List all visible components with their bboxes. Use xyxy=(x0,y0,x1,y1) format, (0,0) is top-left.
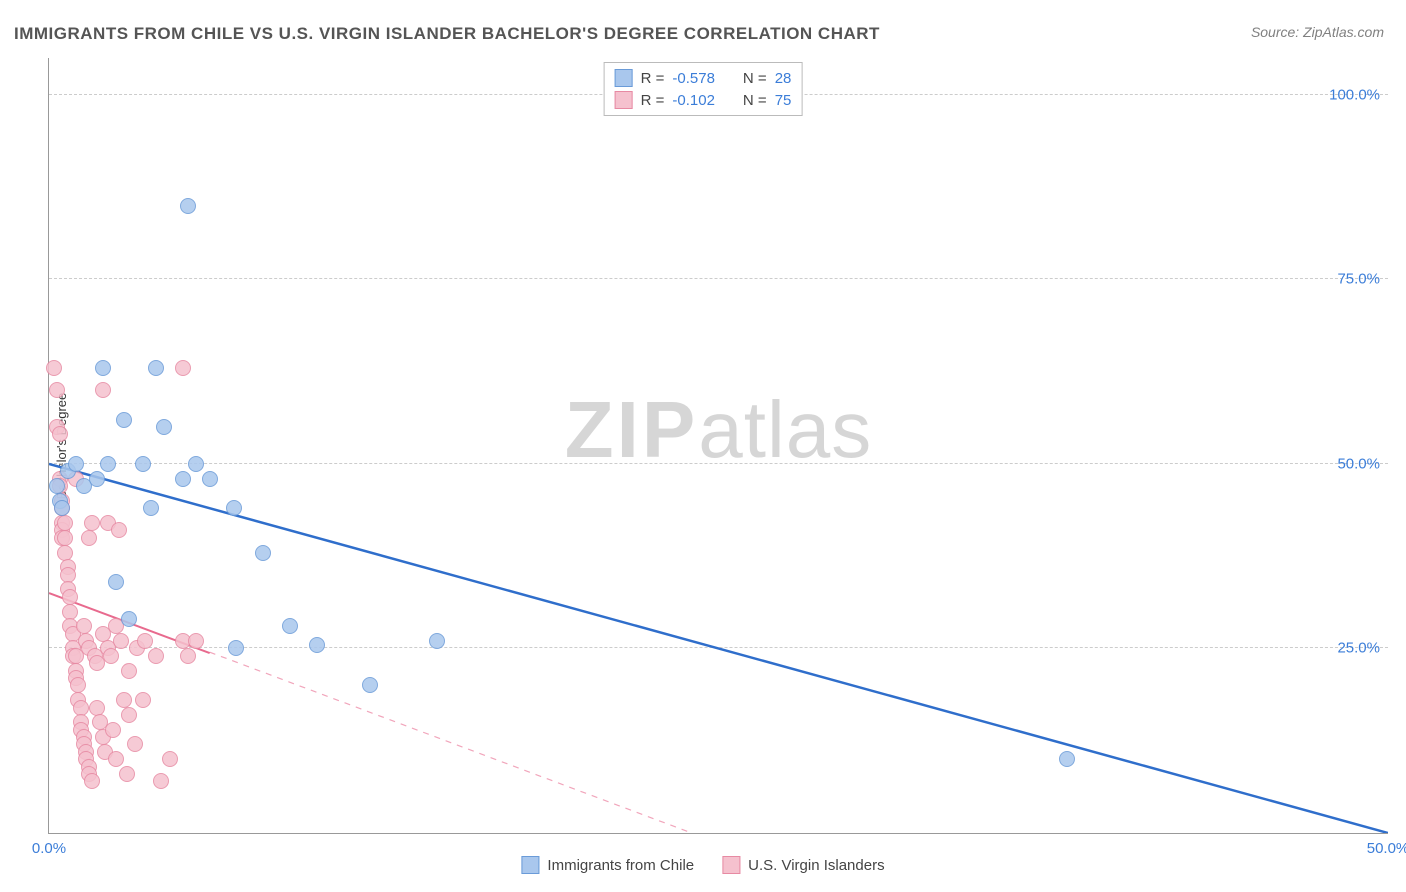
data-point-chile xyxy=(148,360,164,376)
y-tick-label: 50.0% xyxy=(1337,455,1380,472)
data-point-usvi xyxy=(127,736,143,752)
data-point-chile xyxy=(309,637,325,653)
data-point-usvi xyxy=(180,648,196,664)
gridline xyxy=(49,278,1388,279)
data-point-chile xyxy=(156,419,172,435)
x-tick-label: 0.0% xyxy=(32,840,66,857)
data-point-usvi xyxy=(113,633,129,649)
data-point-chile xyxy=(228,640,244,656)
data-point-chile xyxy=(89,471,105,487)
data-point-usvi xyxy=(95,382,111,398)
data-point-usvi xyxy=(148,648,164,664)
r-label: R = xyxy=(641,92,665,109)
data-point-chile xyxy=(188,456,204,472)
gridline xyxy=(49,647,1388,648)
n-label: N = xyxy=(743,70,767,87)
stats-row-usvi: R = -0.102 N = 75 xyxy=(615,89,792,111)
data-point-usvi xyxy=(57,515,73,531)
n-value-chile: 28 xyxy=(775,70,792,87)
data-point-usvi xyxy=(108,751,124,767)
data-point-chile xyxy=(95,360,111,376)
data-point-chile xyxy=(429,633,445,649)
data-point-chile xyxy=(226,500,242,516)
y-tick-label: 75.0% xyxy=(1337,271,1380,288)
data-point-chile xyxy=(116,412,132,428)
n-value-usvi: 75 xyxy=(775,92,792,109)
trend-line-dashed-usvi xyxy=(210,652,692,833)
gridline xyxy=(49,463,1388,464)
data-point-usvi xyxy=(175,360,191,376)
data-point-usvi xyxy=(57,545,73,561)
data-point-chile xyxy=(175,471,191,487)
data-point-chile xyxy=(100,456,116,472)
data-point-usvi xyxy=(153,773,169,789)
source-label: Source: ZipAtlas.com xyxy=(1251,24,1384,40)
data-point-chile xyxy=(121,611,137,627)
data-point-usvi xyxy=(116,692,132,708)
data-point-usvi xyxy=(52,426,68,442)
data-point-usvi xyxy=(188,633,204,649)
data-point-usvi xyxy=(57,530,73,546)
data-point-usvi xyxy=(49,382,65,398)
data-point-chile xyxy=(1059,751,1075,767)
data-point-chile xyxy=(362,677,378,693)
legend-item-chile: Immigrants from Chile xyxy=(521,856,694,874)
trend-lines xyxy=(49,58,1388,833)
swatch-usvi xyxy=(615,91,633,109)
data-point-chile xyxy=(180,198,196,214)
data-point-usvi xyxy=(137,633,153,649)
data-point-usvi xyxy=(76,618,92,634)
n-label: N = xyxy=(743,92,767,109)
y-tick-label: 25.0% xyxy=(1337,640,1380,657)
data-point-chile xyxy=(108,574,124,590)
data-point-usvi xyxy=(89,700,105,716)
data-point-chile xyxy=(68,456,84,472)
bottom-legend: Immigrants from Chile U.S. Virgin Island… xyxy=(521,856,884,874)
stats-legend: R = -0.578 N = 28 R = -0.102 N = 75 xyxy=(604,62,803,116)
swatch-chile xyxy=(615,69,633,87)
data-point-usvi xyxy=(105,722,121,738)
data-point-usvi xyxy=(121,707,137,723)
data-point-usvi xyxy=(103,648,119,664)
data-point-usvi xyxy=(111,522,127,538)
data-point-chile xyxy=(49,478,65,494)
y-tick-label: 100.0% xyxy=(1329,86,1380,103)
data-point-chile xyxy=(54,500,70,516)
data-point-usvi xyxy=(84,773,100,789)
data-point-usvi xyxy=(62,604,78,620)
data-point-usvi xyxy=(81,530,97,546)
data-point-usvi xyxy=(119,766,135,782)
watermark-zip: ZIP xyxy=(565,385,698,474)
chart-title: IMMIGRANTS FROM CHILE VS U.S. VIRGIN ISL… xyxy=(14,24,880,44)
stats-row-chile: R = -0.578 N = 28 xyxy=(615,67,792,89)
data-point-usvi xyxy=(46,360,62,376)
r-label: R = xyxy=(641,70,665,87)
watermark-atlas: atlas xyxy=(698,385,872,474)
data-point-usvi xyxy=(84,515,100,531)
r-value-usvi: -0.102 xyxy=(672,92,715,109)
plot-area: ZIPatlas 25.0%50.0%75.0%100.0%0.0%50.0% xyxy=(48,58,1388,834)
legend-swatch-chile xyxy=(521,856,539,874)
legend-label-usvi: U.S. Virgin Islanders xyxy=(748,857,884,874)
r-value-chile: -0.578 xyxy=(672,70,715,87)
data-point-chile xyxy=(255,545,271,561)
legend-label-chile: Immigrants from Chile xyxy=(547,857,694,874)
data-point-usvi xyxy=(60,567,76,583)
legend-swatch-usvi xyxy=(722,856,740,874)
x-tick-label: 50.0% xyxy=(1367,840,1406,857)
data-point-chile xyxy=(143,500,159,516)
legend-item-usvi: U.S. Virgin Islanders xyxy=(722,856,884,874)
data-point-chile xyxy=(135,456,151,472)
data-point-chile xyxy=(202,471,218,487)
data-point-usvi xyxy=(162,751,178,767)
data-point-usvi xyxy=(62,589,78,605)
data-point-chile xyxy=(282,618,298,634)
data-point-usvi xyxy=(73,700,89,716)
data-point-usvi xyxy=(135,692,151,708)
data-point-usvi xyxy=(70,677,86,693)
data-point-usvi xyxy=(121,663,137,679)
